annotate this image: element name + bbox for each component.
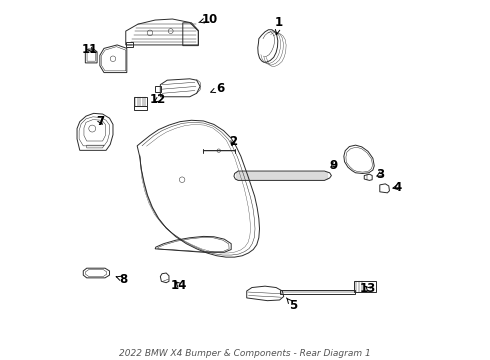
Text: 14: 14: [171, 279, 188, 292]
Text: 9: 9: [329, 159, 338, 172]
Text: 8: 8: [116, 273, 127, 286]
Text: 7: 7: [97, 115, 104, 128]
Text: 3: 3: [376, 168, 384, 181]
Text: 13: 13: [360, 282, 376, 295]
Text: 4: 4: [393, 181, 401, 194]
Text: 1: 1: [275, 16, 283, 35]
Text: 10: 10: [199, 13, 218, 26]
Text: 5: 5: [287, 298, 297, 312]
Text: 2022 BMW X4 Bumper & Components - Rear Diagram 1: 2022 BMW X4 Bumper & Components - Rear D…: [119, 349, 371, 358]
Text: 11: 11: [82, 42, 98, 55]
Text: 6: 6: [211, 82, 225, 95]
Text: 2: 2: [229, 135, 237, 148]
Text: 12: 12: [150, 93, 166, 106]
